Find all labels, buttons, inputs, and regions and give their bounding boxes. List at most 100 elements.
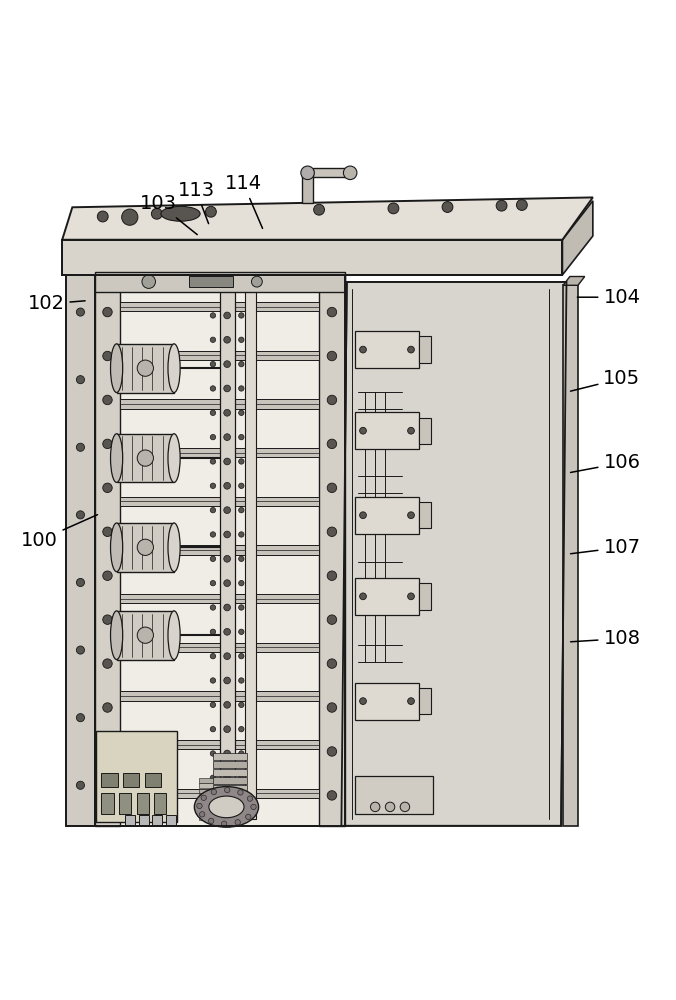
Bar: [120, 643, 319, 652]
Circle shape: [103, 703, 112, 712]
Bar: [313, 168, 350, 177]
Circle shape: [210, 434, 216, 440]
Circle shape: [327, 307, 337, 317]
Bar: [95, 275, 345, 826]
Ellipse shape: [168, 611, 180, 660]
Bar: [199, 799, 243, 804]
Circle shape: [206, 206, 216, 217]
Circle shape: [239, 556, 244, 562]
Text: 102: 102: [28, 294, 85, 313]
Circle shape: [327, 527, 337, 537]
Circle shape: [210, 799, 216, 805]
Ellipse shape: [111, 344, 123, 393]
Circle shape: [239, 751, 244, 756]
Bar: [189, 276, 233, 287]
Circle shape: [224, 701, 231, 708]
Circle shape: [239, 434, 244, 440]
Circle shape: [224, 361, 231, 368]
Circle shape: [103, 747, 112, 756]
Bar: [419, 583, 431, 610]
Circle shape: [97, 211, 108, 222]
Circle shape: [76, 578, 84, 587]
Bar: [117, 344, 174, 393]
Circle shape: [327, 703, 337, 712]
Bar: [220, 282, 235, 819]
Bar: [101, 773, 118, 787]
Bar: [355, 776, 433, 814]
Circle shape: [327, 483, 337, 493]
Bar: [419, 502, 431, 528]
Bar: [355, 578, 419, 615]
Bar: [145, 773, 161, 787]
Ellipse shape: [209, 796, 244, 818]
Text: 105: 105: [571, 369, 640, 391]
Bar: [120, 740, 319, 749]
Circle shape: [224, 312, 231, 319]
Bar: [419, 688, 431, 714]
Circle shape: [301, 166, 314, 180]
Circle shape: [137, 450, 153, 466]
Circle shape: [210, 653, 216, 659]
Circle shape: [224, 482, 231, 489]
Bar: [213, 777, 247, 784]
Circle shape: [224, 677, 231, 684]
Circle shape: [239, 580, 244, 586]
Bar: [355, 331, 419, 368]
Bar: [119, 793, 131, 814]
Circle shape: [76, 714, 84, 722]
Circle shape: [76, 376, 84, 384]
Bar: [563, 285, 578, 826]
Bar: [117, 523, 174, 572]
Ellipse shape: [161, 206, 200, 221]
Circle shape: [251, 276, 262, 287]
Text: 108: 108: [571, 629, 640, 648]
Bar: [120, 351, 319, 360]
Bar: [419, 418, 431, 444]
Bar: [199, 794, 243, 799]
Bar: [199, 805, 243, 810]
Circle shape: [239, 337, 244, 342]
Circle shape: [327, 747, 337, 756]
Circle shape: [210, 410, 216, 415]
Bar: [120, 448, 319, 457]
Circle shape: [210, 483, 216, 489]
Circle shape: [239, 653, 244, 659]
Text: 106: 106: [571, 453, 640, 472]
Circle shape: [103, 791, 112, 800]
Circle shape: [103, 571, 112, 580]
Bar: [96, 731, 177, 822]
Circle shape: [103, 483, 112, 493]
Bar: [355, 497, 419, 534]
Circle shape: [142, 275, 155, 288]
Circle shape: [76, 511, 84, 519]
Circle shape: [210, 678, 216, 683]
Bar: [213, 761, 247, 768]
Circle shape: [327, 791, 337, 800]
Bar: [120, 594, 319, 603]
Circle shape: [224, 434, 231, 441]
Circle shape: [76, 646, 84, 654]
Circle shape: [516, 200, 527, 210]
Circle shape: [239, 361, 244, 367]
Bar: [213, 753, 247, 760]
Circle shape: [208, 818, 214, 824]
Circle shape: [210, 726, 216, 732]
Circle shape: [197, 803, 202, 809]
Bar: [199, 778, 243, 783]
Bar: [139, 815, 149, 825]
Circle shape: [210, 386, 216, 391]
Circle shape: [239, 775, 244, 781]
Circle shape: [239, 629, 244, 635]
Circle shape: [103, 659, 112, 668]
Circle shape: [224, 628, 231, 635]
Text: 107: 107: [571, 538, 640, 557]
Circle shape: [224, 507, 231, 514]
Circle shape: [496, 200, 507, 211]
Circle shape: [327, 439, 337, 449]
Bar: [319, 275, 345, 826]
Bar: [117, 434, 174, 482]
Circle shape: [238, 790, 243, 795]
Circle shape: [239, 605, 244, 610]
Bar: [152, 815, 162, 825]
Bar: [66, 275, 95, 826]
